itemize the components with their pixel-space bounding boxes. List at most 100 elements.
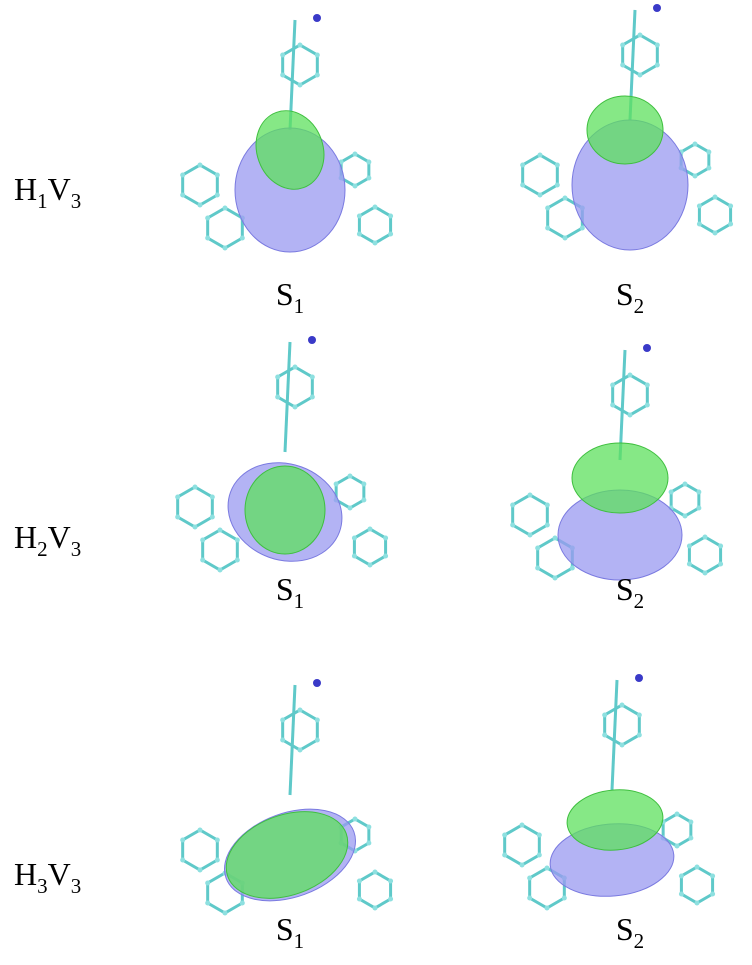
atom	[697, 204, 702, 209]
ring	[183, 830, 218, 870]
bond	[290, 685, 295, 795]
atom	[353, 817, 358, 822]
atom	[696, 490, 701, 495]
atom	[675, 844, 680, 849]
label-v-sub: 3	[71, 189, 82, 213]
label-h-sub: 2	[37, 537, 48, 561]
atom	[510, 523, 515, 528]
atom	[293, 365, 298, 370]
atom	[275, 375, 280, 380]
ring	[178, 487, 213, 527]
atom	[193, 485, 198, 490]
atom	[298, 43, 303, 48]
atom	[280, 718, 285, 723]
atom	[502, 853, 507, 858]
atom	[193, 525, 198, 530]
atom	[528, 533, 533, 538]
nitrogen	[653, 4, 661, 12]
state-sub: 1	[294, 294, 305, 318]
atom	[638, 33, 643, 38]
nitrogen	[313, 679, 321, 687]
atom	[352, 554, 357, 559]
atom	[198, 163, 203, 168]
atom	[713, 195, 718, 200]
state-label: S1	[276, 276, 304, 318]
ring	[505, 825, 540, 865]
atom	[545, 206, 550, 211]
ring	[699, 197, 730, 233]
state-s: S	[616, 276, 634, 312]
atom	[235, 558, 240, 563]
atom	[200, 538, 205, 543]
atom	[563, 236, 568, 241]
atom	[235, 538, 240, 543]
atom	[602, 733, 607, 738]
atom	[373, 205, 378, 210]
atom	[713, 231, 718, 236]
atom	[527, 896, 532, 901]
atom	[696, 506, 701, 511]
atom	[679, 892, 684, 897]
atom	[366, 841, 371, 846]
atom	[645, 383, 650, 388]
atom	[527, 876, 532, 881]
atom	[215, 193, 220, 198]
atom	[373, 241, 378, 246]
state-label: S2	[616, 911, 644, 953]
atom	[645, 403, 650, 408]
molecule	[520, 4, 733, 250]
label-h: H	[14, 171, 37, 207]
atom	[388, 214, 393, 219]
atom	[545, 503, 550, 508]
orbital-lobe-green	[245, 466, 325, 554]
ring	[278, 367, 313, 407]
state-sub: 2	[634, 294, 645, 318]
ring	[605, 705, 640, 745]
ring	[341, 154, 369, 186]
atom	[728, 222, 733, 227]
atom	[687, 544, 692, 549]
label-h: H	[14, 856, 37, 892]
ring	[623, 35, 658, 75]
atom	[537, 853, 542, 858]
atom	[348, 474, 353, 479]
atom	[628, 373, 633, 378]
atom	[315, 53, 320, 58]
atom	[293, 405, 298, 410]
atom	[210, 495, 215, 500]
atom	[388, 232, 393, 237]
orbital-lobe-green	[572, 443, 668, 513]
label-v: V	[48, 856, 71, 892]
ring	[283, 710, 318, 750]
molecule	[510, 344, 723, 581]
atom	[683, 482, 688, 487]
atom	[223, 246, 228, 251]
atom	[728, 204, 733, 209]
state-sub: 2	[634, 589, 645, 613]
atom	[693, 174, 698, 179]
nitrogen	[635, 674, 643, 682]
atom	[388, 879, 393, 884]
label-h: H	[14, 519, 37, 555]
atom	[275, 395, 280, 400]
atom	[205, 881, 210, 886]
ring	[359, 207, 390, 243]
atom	[298, 708, 303, 713]
atom	[353, 152, 358, 157]
bond	[285, 342, 290, 452]
label-h-sub: 1	[37, 189, 48, 213]
state-label: S2	[616, 276, 644, 318]
atom	[357, 897, 362, 902]
atom	[637, 713, 642, 718]
atom	[223, 206, 228, 211]
atom	[315, 738, 320, 743]
atom	[620, 63, 625, 68]
molecule	[180, 14, 393, 252]
atom	[223, 911, 228, 916]
atom	[695, 901, 700, 906]
atom	[537, 833, 542, 838]
ring	[283, 45, 318, 85]
atom	[198, 828, 203, 833]
atom	[553, 576, 558, 581]
row-label: H1V3	[14, 171, 81, 213]
